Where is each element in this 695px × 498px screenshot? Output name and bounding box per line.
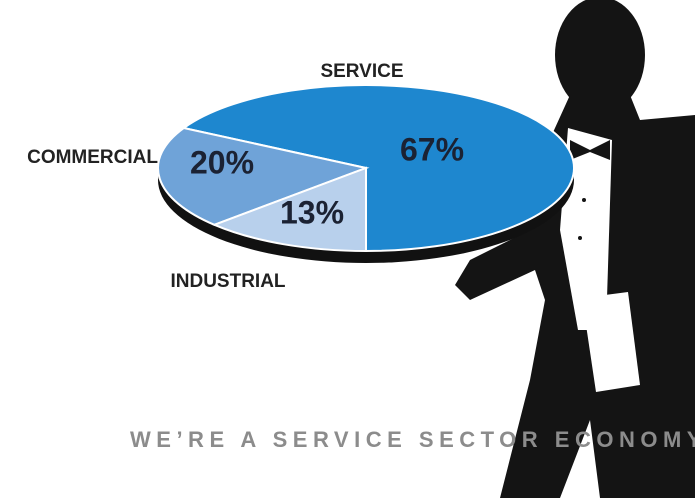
pie-slice [181,84,575,253]
waiter-silhouette [455,0,695,498]
value-label: 20% [190,144,254,180]
chart-title: WE’RE A SERVICE SECTOR ECONOMY [130,427,695,452]
value-label: 67% [400,131,464,167]
pie-slice [157,126,370,226]
value-label: 13% [280,194,344,230]
category-label: INDUSTRIAL [170,271,285,292]
pie [157,84,575,253]
category-label: COMMERCIAL [27,147,158,168]
category-label: SERVICE [320,61,403,82]
pie-slice [211,166,367,253]
